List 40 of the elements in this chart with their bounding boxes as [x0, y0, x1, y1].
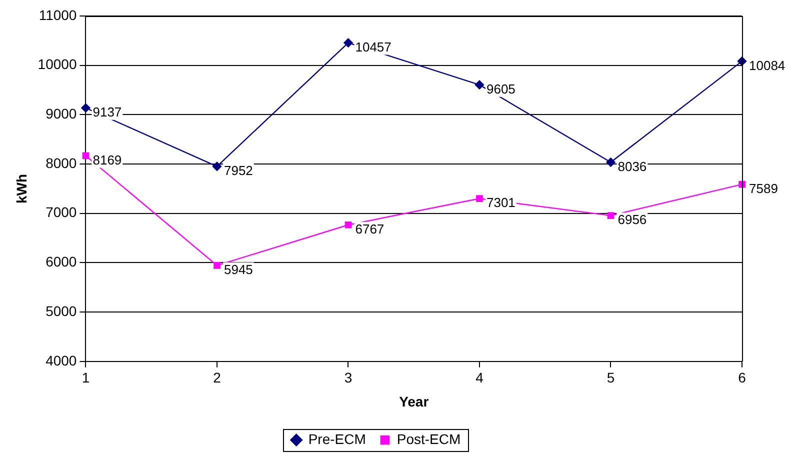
point	[474, 80, 484, 90]
y-tick-label: 11000	[38, 6, 77, 23]
y-axis-title: kWh	[13, 174, 30, 204]
data-label: 7589	[749, 180, 778, 196]
y-tick-label: 10000	[38, 56, 77, 72]
data-label: 9605	[486, 81, 516, 96]
y-tick-label: 4000	[46, 352, 77, 368]
point	[344, 221, 352, 228]
y-tick-label: 7000	[46, 204, 77, 220]
data-label: 10084	[749, 58, 786, 73]
x-axis-title: Year	[399, 393, 430, 410]
data-label: 5945	[224, 262, 253, 278]
data-label: 9137	[92, 104, 122, 120]
data-label: 8169	[92, 152, 122, 168]
legend-label: Pre-ECM	[308, 430, 366, 447]
x-tick-label: 1	[82, 370, 90, 386]
point	[476, 195, 483, 202]
point	[737, 56, 747, 66]
point	[606, 158, 616, 167]
y-tick-label: 5000	[46, 302, 77, 319]
y-tick-label: 6000	[46, 254, 77, 270]
point	[214, 262, 220, 269]
y-tick-label: 9000	[46, 106, 77, 122]
point	[607, 212, 614, 219]
x-tick-label: 2	[213, 370, 222, 386]
y-tick-label: 8000	[46, 154, 77, 171]
x-tick-label: 4	[476, 370, 484, 386]
data-label: 8036	[618, 158, 647, 174]
point	[344, 38, 353, 48]
legend-label: Post-ECM	[396, 430, 461, 447]
point	[82, 152, 90, 160]
x-tick-label: 6	[738, 370, 746, 386]
x-tick-label: 3	[344, 370, 352, 386]
point	[212, 162, 222, 171]
x-tick-label: 5	[606, 370, 615, 386]
data-label: 7952	[224, 162, 253, 178]
data-label: 10457	[355, 39, 392, 54]
data-label: 6956	[618, 212, 647, 228]
data-label: 6767	[355, 221, 384, 236]
data-label: 7301	[486, 195, 516, 210]
